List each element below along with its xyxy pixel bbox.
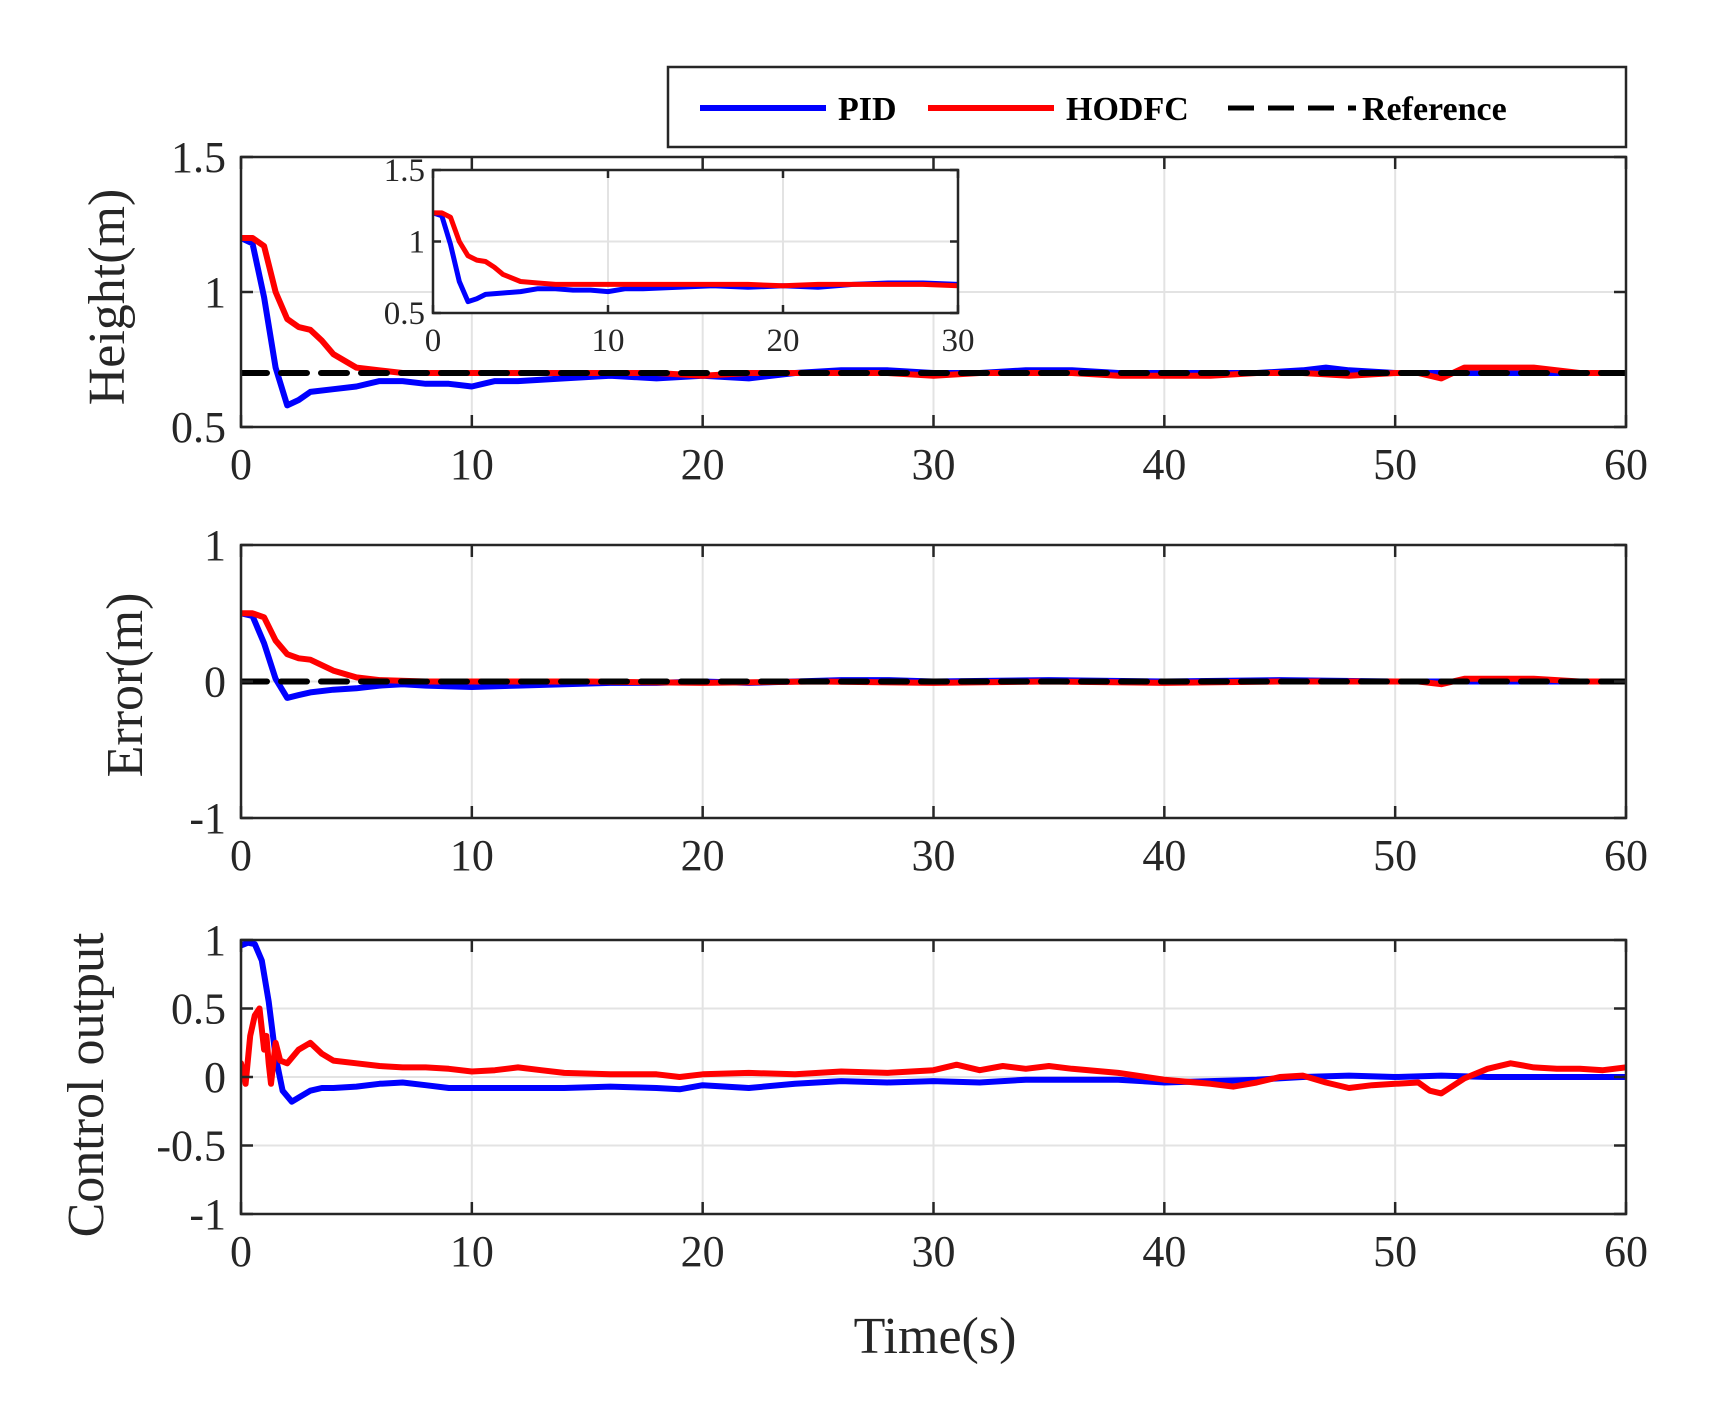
error-ytick-label-0: 0 bbox=[204, 658, 226, 707]
legend-label-pid: PID bbox=[838, 91, 897, 128]
control-ytick-label-0: 0 bbox=[204, 1053, 226, 1102]
legend-box bbox=[666, 65, 1628, 149]
height-xtick-label-20: 20 bbox=[681, 440, 725, 489]
height-inset-panel: 0 10 20 30 0.5 1 1.5 bbox=[384, 153, 975, 359]
height-series-group bbox=[241, 235, 1626, 409]
control-xtick-label-60: 60 bbox=[1604, 1227, 1648, 1276]
height-ylabel: Height(m) bbox=[79, 189, 136, 406]
height-xtick-label-50: 50 bbox=[1373, 440, 1417, 489]
inset-ytick-label-1: 1 bbox=[409, 225, 426, 261]
error-xtick-label-60: 60 bbox=[1604, 831, 1648, 880]
error-xtick-label-20: 20 bbox=[681, 831, 725, 880]
inset-series-pid bbox=[433, 210, 958, 305]
inset-xtick-label-0: 0 bbox=[425, 323, 442, 359]
control-ylabel: Control output bbox=[58, 932, 115, 1237]
error-ytick-label--1: -1 bbox=[189, 794, 226, 843]
error-xtick-label-40: 40 bbox=[1142, 831, 1186, 880]
control-panel: 0 10 20 30 40 50 60 -1 -0.5 0 0.5 1 bbox=[156, 916, 1648, 1276]
legend-label-hodfc: HODFC bbox=[1066, 91, 1189, 128]
inset-series-hodfc bbox=[433, 210, 958, 289]
height-ytick-label-1-5: 1.5 bbox=[171, 133, 226, 182]
control-xtick-label-30: 30 bbox=[912, 1227, 956, 1276]
height-ytick-label-1: 1 bbox=[204, 268, 226, 317]
height-xtick-label-40: 40 bbox=[1142, 440, 1186, 489]
legend-label-reference: Reference bbox=[1362, 91, 1507, 128]
time-xlabel: Time(s) bbox=[854, 1308, 1017, 1365]
height-series-pid bbox=[241, 235, 1626, 409]
control-ytick-label--0-5: -0.5 bbox=[156, 1122, 226, 1171]
inset-ytick-label-1-5: 1.5 bbox=[384, 153, 425, 189]
error-xtick-label-30: 30 bbox=[912, 831, 956, 880]
control-series-group bbox=[241, 940, 1626, 1105]
height-xtick-label-30: 30 bbox=[912, 440, 956, 489]
error-xtick-label-0: 0 bbox=[230, 831, 252, 880]
control-xtick-label-0: 0 bbox=[230, 1227, 252, 1276]
height-xtick-label-60: 60 bbox=[1604, 440, 1648, 489]
control-xtick-label-40: 40 bbox=[1142, 1227, 1186, 1276]
error-xtick-label-10: 10 bbox=[450, 831, 494, 880]
control-series-hodfc bbox=[241, 1005, 1626, 1097]
height-xtick-label-0: 0 bbox=[230, 440, 252, 489]
inset-xtick-label-30: 30 bbox=[942, 323, 975, 359]
error-ytick-label-1: 1 bbox=[204, 521, 226, 570]
inset-xtick-label-20: 20 bbox=[767, 323, 800, 359]
legend: PID HODFC Reference bbox=[666, 65, 1628, 149]
height-xtick-label-10: 10 bbox=[450, 440, 494, 489]
control-ytick-label-1: 1 bbox=[204, 916, 226, 965]
error-panel: 0 10 20 30 40 50 60-101 bbox=[189, 521, 1648, 880]
height-ytick-label-0-5: 0.5 bbox=[171, 403, 226, 452]
inset-series-group bbox=[433, 210, 958, 305]
error-series-group bbox=[241, 610, 1626, 701]
control-xtick-label-20: 20 bbox=[681, 1227, 725, 1276]
inset-xtick-label-10: 10 bbox=[592, 323, 625, 359]
control-ytick-label-0-5: 0.5 bbox=[171, 985, 226, 1034]
inset-ytick-label-0-5: 0.5 bbox=[384, 296, 425, 332]
control-xtick-label-10: 10 bbox=[450, 1227, 494, 1276]
error-ylabel: Error(m) bbox=[97, 593, 154, 778]
control-xtick-label-50: 50 bbox=[1373, 1227, 1417, 1276]
control-ytick-label--1: -1 bbox=[189, 1190, 226, 1239]
error-xtick-label-50: 50 bbox=[1373, 831, 1417, 880]
